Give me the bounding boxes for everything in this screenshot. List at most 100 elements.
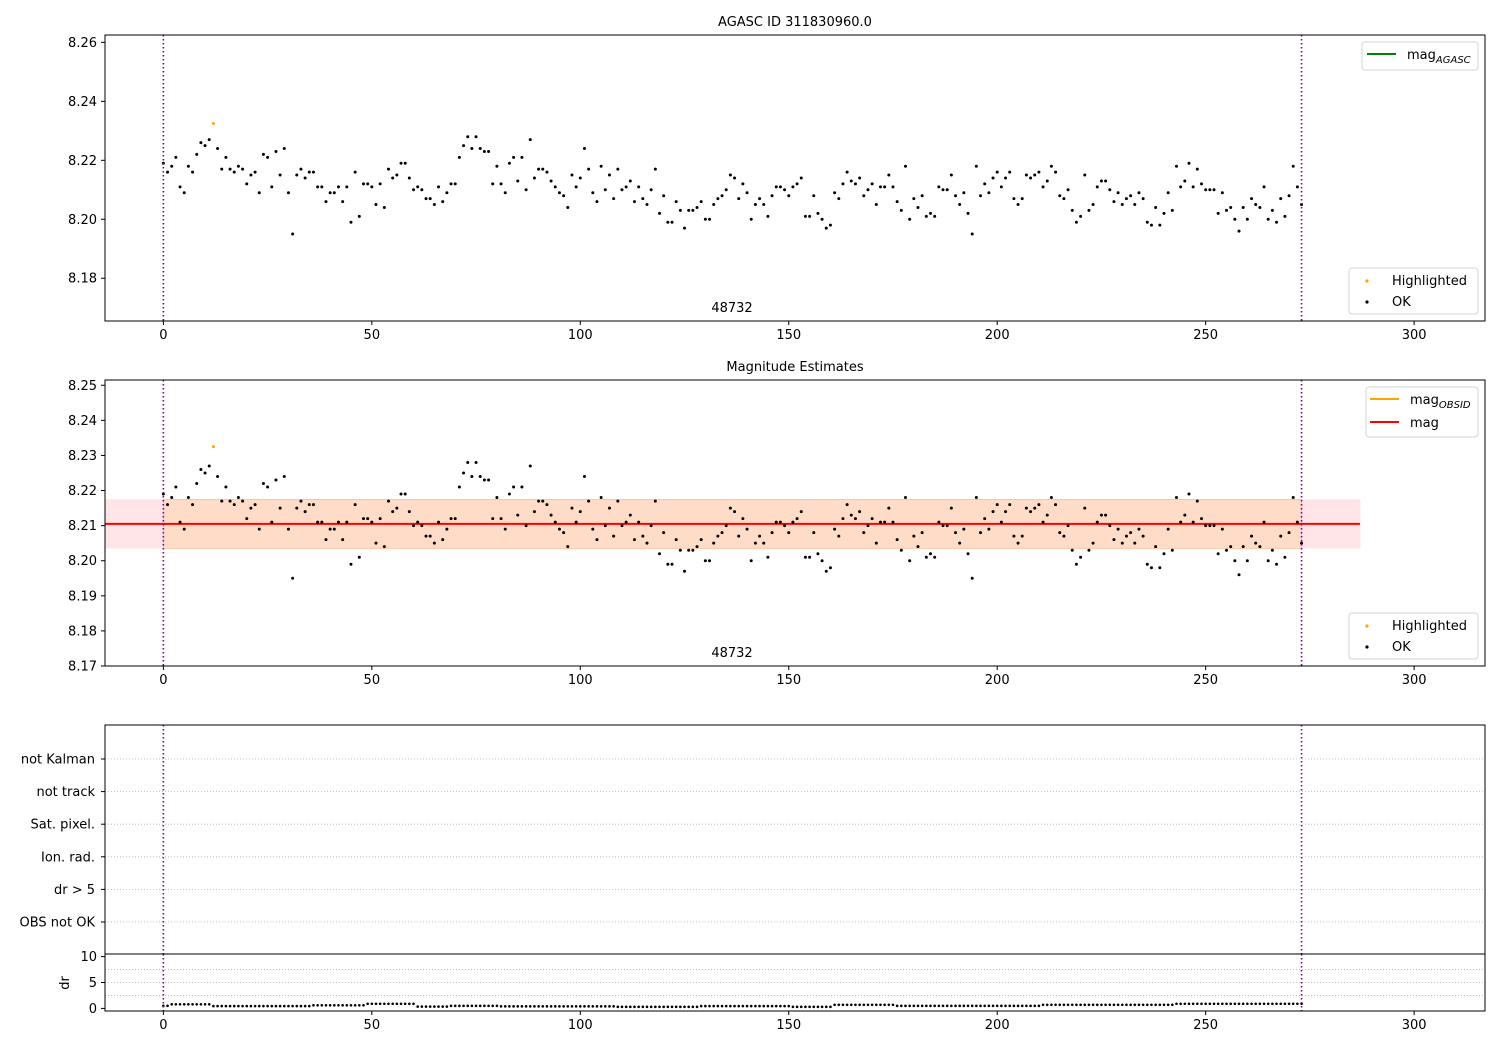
y-tick-label: 8.26 bbox=[68, 36, 97, 51]
ok-point bbox=[557, 191, 561, 195]
ok-point bbox=[632, 538, 636, 542]
ok-point bbox=[933, 214, 937, 218]
ok-point bbox=[1158, 566, 1162, 570]
dr-point bbox=[220, 1004, 224, 1008]
dr-point bbox=[266, 1004, 269, 1008]
ok-point bbox=[278, 173, 282, 177]
dr-point bbox=[1000, 1004, 1003, 1008]
ok-point bbox=[520, 155, 524, 159]
ok-point bbox=[516, 513, 520, 517]
panel-2-title: Magnitude Estimates bbox=[726, 360, 863, 375]
ok-point bbox=[1262, 185, 1266, 189]
ok-point bbox=[603, 188, 607, 192]
dr-point bbox=[187, 1002, 190, 1006]
dr-point bbox=[328, 1004, 332, 1007]
dr-point bbox=[629, 1005, 632, 1009]
ok-point bbox=[878, 185, 882, 189]
ok-point bbox=[1012, 197, 1016, 201]
y-tick-label: 8.20 bbox=[68, 213, 97, 228]
ok-point bbox=[1112, 538, 1116, 542]
panel-1-legend-lines: magAGASC bbox=[1361, 41, 1479, 71]
ok-point bbox=[512, 485, 516, 489]
ok-point bbox=[207, 138, 211, 142]
ok-point bbox=[232, 503, 236, 507]
ok-point bbox=[166, 503, 170, 507]
dr-point bbox=[1258, 1002, 1262, 1006]
dr-point bbox=[1150, 1003, 1153, 1007]
y-tick-label: 8.23 bbox=[68, 449, 97, 464]
dr-point bbox=[1208, 1002, 1212, 1006]
dr-point bbox=[683, 1005, 686, 1009]
ok-point bbox=[203, 144, 207, 148]
ok-point bbox=[374, 541, 378, 545]
ok-point bbox=[1208, 188, 1212, 192]
ok-point bbox=[1220, 527, 1224, 531]
ok-point bbox=[1179, 520, 1183, 524]
ok-point bbox=[653, 499, 657, 503]
dr-point bbox=[437, 1005, 440, 1008]
ok-point bbox=[1233, 217, 1237, 221]
ok-point bbox=[1245, 559, 1249, 563]
legend-box bbox=[1361, 41, 1479, 71]
ok-point bbox=[887, 506, 891, 510]
ok-point bbox=[828, 566, 832, 570]
x-tick-label: 50 bbox=[364, 328, 381, 343]
ok-point bbox=[849, 179, 853, 183]
ok-point bbox=[658, 211, 662, 215]
dr-point bbox=[1033, 1004, 1037, 1008]
ok-point bbox=[874, 541, 878, 545]
dr-point bbox=[745, 1004, 749, 1008]
dr-point bbox=[770, 1004, 774, 1008]
dr-point bbox=[950, 1004, 953, 1008]
dr-point bbox=[395, 1002, 399, 1006]
dr-point bbox=[662, 1005, 665, 1009]
dr-point bbox=[528, 1005, 532, 1008]
dr-point bbox=[1116, 1003, 1120, 1007]
dr-point bbox=[1012, 1004, 1016, 1008]
ok-point bbox=[282, 147, 286, 151]
ok-point bbox=[328, 527, 332, 531]
ok-point bbox=[1199, 517, 1203, 521]
ok-point bbox=[1275, 220, 1279, 224]
panel-1-obs-boundaries bbox=[162, 35, 1303, 321]
x-tick-label: 250 bbox=[1193, 1018, 1218, 1033]
ok-point bbox=[382, 545, 386, 549]
ok-point bbox=[1154, 545, 1158, 549]
ok-point bbox=[699, 538, 703, 542]
ok-point bbox=[170, 496, 174, 500]
ok-point bbox=[1041, 520, 1045, 524]
ok-point bbox=[724, 524, 728, 528]
ok-point bbox=[1008, 170, 1012, 174]
ok-point bbox=[937, 520, 941, 524]
dr-point bbox=[1137, 1003, 1141, 1007]
dr-point bbox=[270, 1004, 274, 1008]
ok-point bbox=[382, 205, 386, 209]
dr-point bbox=[324, 1004, 328, 1007]
dr-point bbox=[1266, 1002, 1270, 1006]
ok-point bbox=[870, 182, 874, 186]
ok-point bbox=[1208, 524, 1212, 528]
ok-point bbox=[174, 155, 178, 159]
dr-point bbox=[1287, 1002, 1291, 1006]
ok-point bbox=[1074, 220, 1078, 224]
dr-point bbox=[733, 1004, 736, 1008]
ok-point bbox=[445, 527, 449, 531]
x-tick-label: 200 bbox=[985, 673, 1010, 688]
ok-point bbox=[553, 185, 557, 189]
ok-point bbox=[687, 548, 691, 552]
ok-point bbox=[474, 135, 478, 139]
dr-point bbox=[1145, 1003, 1149, 1007]
ok-point bbox=[1145, 220, 1149, 224]
ok-point bbox=[1129, 531, 1133, 535]
ok-point bbox=[1116, 527, 1120, 531]
ok-point bbox=[482, 149, 486, 153]
ok-point bbox=[1083, 173, 1087, 177]
ok-point bbox=[645, 203, 649, 207]
ok-point bbox=[1108, 188, 1112, 192]
highlighted-point bbox=[211, 445, 215, 449]
ok-point bbox=[549, 513, 553, 517]
ok-point bbox=[1216, 552, 1220, 556]
ok-point bbox=[1099, 179, 1103, 183]
ok-point bbox=[341, 538, 345, 542]
ok-point bbox=[462, 471, 466, 475]
